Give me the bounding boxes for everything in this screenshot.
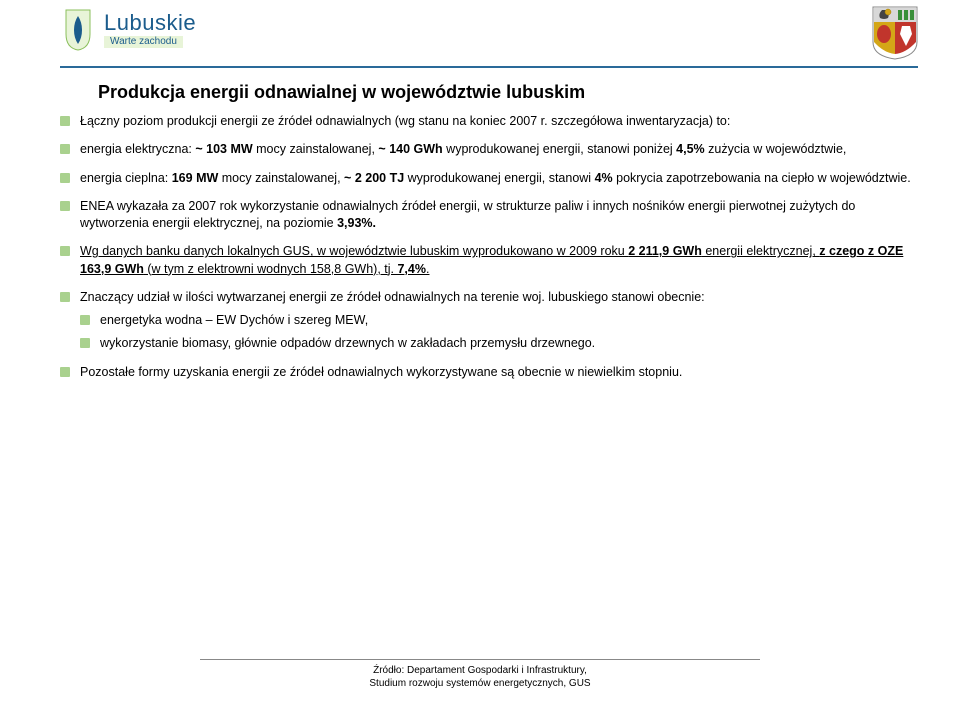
logo-main-text: Lubuskie [104, 12, 196, 34]
bullet-item: Wg danych banku danych lokalnych GUS, w … [60, 243, 918, 278]
sub-bullet-item: energetyka wodna – EW Dychów i szereg ME… [80, 312, 918, 329]
bullet-item: Znaczący udział w ilości wytwarzanej ene… [60, 289, 918, 353]
bullet-list: Łączny poziom produkcji energii ze źróde… [60, 113, 918, 381]
bullet-item: Pozostałe formy uzyskania energii ze źró… [60, 364, 918, 381]
footer-rule [200, 659, 760, 660]
logo-lubuskie: Lubuskie Warte zachodu [60, 8, 196, 52]
logo-icon [60, 8, 96, 52]
bullet-item: energia elektryczna: ~ 103 MW mocy zains… [60, 141, 918, 158]
sub-bullet-item: wykorzystanie biomasy, głównie odpadów d… [80, 335, 918, 352]
slide-header: Lubuskie Warte zachodu [0, 0, 960, 70]
footer-source-2: Studium rozwoju systemów energetycznych,… [0, 677, 960, 690]
slide-footer: Źródło: Departament Gospodarki i Infrast… [0, 659, 960, 690]
header-rule [60, 66, 918, 68]
logo-sub-text: Warte zachodu [104, 36, 183, 48]
slide-content: Produkcja energii odnawialnej w wojewódz… [60, 82, 918, 392]
bullet-item: ENEA wykazała za 2007 rok wykorzystanie … [60, 198, 918, 233]
footer-source-1: Źródło: Departament Gospodarki i Infrast… [0, 664, 960, 677]
sub-bullet-list: energetyka wodna – EW Dychów i szereg ME… [80, 312, 918, 353]
crest-icon [872, 6, 918, 60]
bullet-item: energia cieplna: 169 MW mocy zainstalowa… [60, 170, 918, 187]
slide-title: Produkcja energii odnawialnej w wojewódz… [98, 82, 918, 103]
bullet-item: Łączny poziom produkcji energii ze źróde… [60, 113, 918, 130]
